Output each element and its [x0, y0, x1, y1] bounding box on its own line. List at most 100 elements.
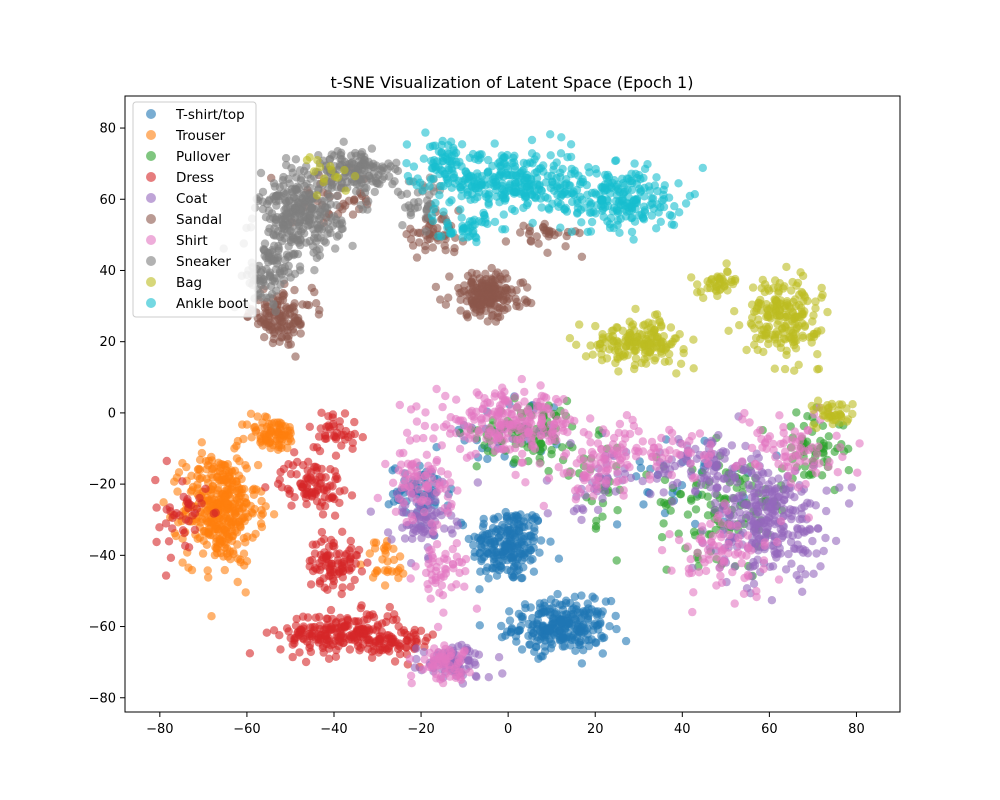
data-point	[352, 551, 362, 560]
data-point	[452, 395, 461, 404]
data-point	[730, 503, 739, 512]
data-point	[660, 465, 670, 474]
data-point	[288, 652, 297, 662]
data-point	[187, 565, 197, 575]
data-point	[370, 187, 379, 197]
data-point	[381, 459, 390, 469]
data-point	[685, 436, 694, 446]
data-point	[233, 577, 242, 587]
data-point	[319, 574, 328, 583]
data-point	[621, 636, 631, 646]
data-point	[532, 232, 541, 241]
data-point	[356, 603, 365, 613]
data-point	[450, 247, 459, 257]
data-point	[784, 508, 793, 518]
data-point	[817, 293, 826, 302]
data-point	[248, 485, 257, 495]
data-point	[569, 507, 579, 516]
data-point	[689, 588, 698, 597]
data-point	[544, 473, 554, 483]
data-point	[453, 486, 462, 495]
data-point	[475, 585, 484, 594]
data-point	[215, 539, 225, 548]
data-point	[727, 441, 737, 450]
data-point	[525, 227, 535, 236]
data-point	[420, 507, 429, 517]
data-point	[556, 149, 566, 158]
data-point	[790, 334, 799, 343]
data-point	[706, 519, 715, 528]
data-point	[343, 177, 352, 187]
data-point	[290, 285, 299, 295]
data-point	[475, 621, 484, 630]
data-point	[364, 197, 373, 206]
data-point	[407, 679, 416, 688]
data-point	[744, 544, 753, 553]
data-point	[747, 300, 757, 309]
data-point	[660, 357, 670, 366]
data-point	[223, 478, 232, 487]
data-point	[412, 495, 422, 504]
data-point	[203, 566, 212, 575]
data-point	[362, 176, 371, 185]
data-point	[782, 312, 791, 322]
data-point	[579, 428, 588, 437]
data-point	[504, 398, 513, 407]
data-point	[715, 563, 724, 573]
data-point	[497, 550, 506, 560]
data-point	[577, 515, 586, 525]
data-point	[284, 305, 293, 314]
data-point	[478, 522, 488, 532]
data-point	[332, 550, 341, 559]
data-point	[262, 265, 271, 274]
data-point	[443, 508, 453, 517]
data-point	[240, 493, 250, 502]
data-point	[488, 523, 498, 533]
data-point	[567, 633, 577, 643]
data-point	[577, 659, 587, 668]
data-point	[428, 243, 437, 252]
data-point	[782, 435, 791, 444]
data-point	[517, 645, 527, 654]
data-point	[383, 612, 392, 621]
data-point	[693, 280, 702, 289]
data-point	[256, 168, 266, 178]
data-point	[553, 589, 562, 599]
data-point	[168, 524, 177, 533]
data-point	[781, 565, 791, 574]
data-point	[516, 228, 525, 237]
data-point	[766, 530, 775, 540]
data-point	[260, 412, 270, 421]
data-point	[790, 427, 799, 436]
data-point	[439, 207, 448, 216]
data-point	[838, 452, 847, 462]
data-point	[448, 529, 457, 538]
data-point	[441, 565, 451, 574]
data-point	[434, 660, 443, 670]
data-point	[388, 478, 398, 487]
data-point	[631, 304, 640, 314]
data-point	[395, 552, 405, 561]
data-point	[421, 482, 431, 492]
data-point	[499, 210, 508, 219]
data-point	[483, 548, 492, 557]
data-point	[350, 417, 359, 427]
data-point	[420, 421, 430, 431]
data-point	[848, 400, 857, 409]
data-point	[315, 472, 324, 482]
data-point	[753, 507, 763, 516]
data-point	[510, 206, 519, 216]
data-point	[798, 587, 807, 596]
data-point	[411, 463, 420, 472]
data-point	[821, 533, 830, 543]
data-point	[487, 439, 497, 449]
data-point	[819, 546, 828, 556]
data-point	[610, 433, 619, 443]
data-point	[511, 179, 520, 188]
data-point	[757, 284, 766, 293]
data-point	[253, 412, 262, 421]
data-point	[415, 475, 424, 485]
data-point	[597, 350, 606, 359]
data-point	[808, 536, 817, 546]
data-point	[385, 602, 394, 612]
